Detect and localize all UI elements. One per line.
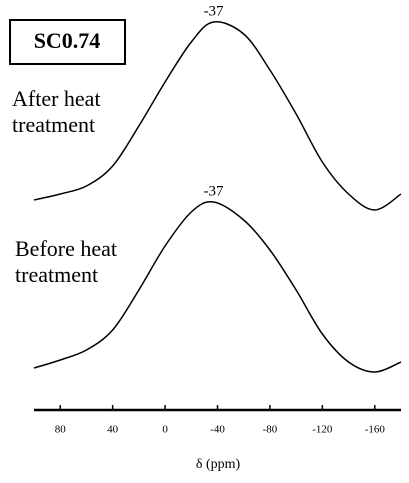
x-tick-label: 0 [162, 424, 168, 436]
series-label: Before heat treatment [15, 236, 117, 287]
x-axis-label: δ (ppm) [196, 457, 241, 472]
chart-title: SC0.74 [34, 28, 101, 53]
title-box [9, 19, 126, 65]
x-tick-label: 80 [55, 424, 67, 436]
peak-label: -37 [204, 183, 224, 199]
spectrum-line [33, 21, 402, 211]
x-tick-label: -160 [365, 424, 386, 436]
x-tick-label: -80 [263, 424, 278, 436]
peak-label: -37 [204, 3, 224, 19]
x-tick-label: -40 [210, 424, 225, 436]
x-tick-label: -120 [312, 424, 333, 436]
x-tick-label: 40 [107, 424, 119, 436]
series-label: After heat treatment [12, 86, 101, 137]
spectrum-line [33, 200, 402, 373]
